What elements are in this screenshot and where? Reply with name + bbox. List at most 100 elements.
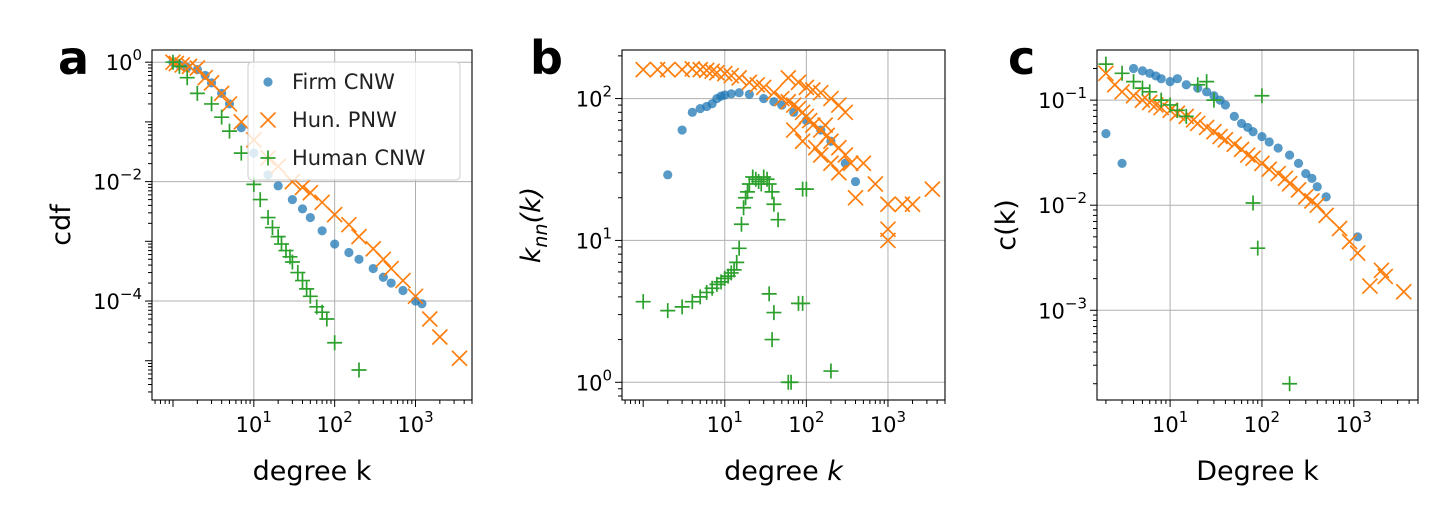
data-point: [822, 155, 840, 172]
x-tick-base: 10: [870, 413, 897, 437]
data-point: [765, 84, 783, 101]
data-point: [1254, 88, 1270, 104]
x-axis-label: degree k: [724, 456, 844, 487]
data-point: [1153, 92, 1169, 108]
panel-letter: b: [530, 31, 563, 85]
data-point: [302, 184, 319, 201]
y-tick-label: 102: [576, 83, 612, 112]
data-point: [1239, 146, 1256, 164]
data-point: [1198, 119, 1215, 136]
data-point: [1125, 87, 1142, 104]
data-point: [1245, 195, 1261, 211]
data-point: [1226, 136, 1243, 153]
data-point: [659, 61, 676, 78]
data-point: [168, 55, 185, 72]
data-point: [386, 278, 396, 288]
x-tick-base: 10: [317, 413, 344, 437]
data-point: [823, 363, 839, 379]
data-point: [734, 88, 744, 98]
data-point: [330, 239, 340, 249]
data-point: [260, 210, 276, 226]
legend-marker: [259, 111, 277, 129]
data-point: [1285, 150, 1295, 160]
x-tick-label: 103: [870, 408, 906, 437]
data-point: [1165, 77, 1175, 87]
data-point: [1318, 207, 1335, 224]
data-point: [305, 212, 315, 223]
data-point: [1331, 220, 1348, 237]
data-point: [807, 139, 824, 156]
data-point: [1257, 131, 1267, 142]
data-point: [731, 240, 747, 256]
data-point: [1202, 87, 1212, 97]
data-point: [879, 196, 897, 213]
y-axis-label-variable: k: [516, 246, 547, 263]
data-point: [344, 247, 354, 258]
data-point: [204, 96, 220, 112]
legend-label: Hun. PNW: [292, 108, 397, 132]
y-tick-label: 100: [106, 46, 142, 75]
x-tick-base: 10: [1152, 413, 1179, 437]
data-point: [924, 181, 941, 198]
data-point: [726, 262, 742, 278]
minor-ticks: [145, 61, 473, 407]
data-point: [766, 196, 782, 212]
data-point: [798, 181, 814, 197]
data-point: [287, 194, 297, 205]
data-point: [1199, 74, 1215, 90]
data-point: [770, 212, 786, 228]
data-point: [879, 221, 897, 238]
data-point: [214, 109, 230, 125]
data-point: [1117, 158, 1127, 168]
series-firm-cnw: [663, 88, 861, 187]
data-point: [317, 226, 327, 236]
y-tick-exponent: −2: [1065, 189, 1087, 207]
series-human-cnw: [1098, 56, 1298, 392]
data-point: [744, 89, 754, 100]
minor-ticks: [615, 55, 946, 407]
data-point: [1281, 175, 1298, 192]
x-axis-label-variable: k: [827, 456, 844, 487]
y-tick-base: 10: [1038, 194, 1065, 218]
y-tick-label: 10−1: [1038, 84, 1087, 113]
data-point: [1293, 158, 1304, 168]
data-point: [451, 350, 468, 367]
y-tick-label: 10−2: [1038, 189, 1087, 218]
x-tick-exponent: 2: [1271, 408, 1281, 426]
data-point: [174, 56, 191, 74]
data-point: [407, 288, 424, 305]
y-tick-base: 10: [93, 290, 120, 314]
y-axis-label: knn(k): [516, 187, 552, 263]
data-point: [264, 220, 280, 236]
y-tick-label: 10−2: [93, 166, 142, 195]
data-point: [294, 273, 310, 289]
x-tick-label: 103: [1336, 408, 1372, 437]
data-point: [182, 62, 192, 72]
data-point: [812, 84, 829, 101]
data-point: [855, 155, 872, 172]
data-point: [221, 123, 237, 139]
data-point: [812, 146, 829, 164]
data-point: [837, 104, 854, 121]
data-point: [847, 189, 864, 206]
x-tick-base: 10: [397, 413, 424, 437]
data-point: [785, 121, 802, 139]
panel-letter: a: [58, 31, 89, 85]
data-point: [340, 216, 357, 233]
x-tick-label: 103: [397, 408, 433, 437]
x-tick-base: 10: [1336, 413, 1363, 437]
data-point: [761, 286, 777, 302]
data-point: [233, 145, 249, 161]
data-point: [801, 112, 818, 129]
data-point: [777, 100, 787, 110]
x-tick-label: 101: [1152, 408, 1188, 437]
data-point: [761, 176, 777, 192]
data-point: [1361, 277, 1379, 295]
series-hun-pnw: [1097, 65, 1412, 300]
x-tick-base: 10: [788, 413, 815, 437]
data-point: [663, 170, 673, 180]
data-point: [1114, 65, 1130, 81]
data-point: [904, 196, 921, 213]
data-point: [769, 97, 779, 107]
